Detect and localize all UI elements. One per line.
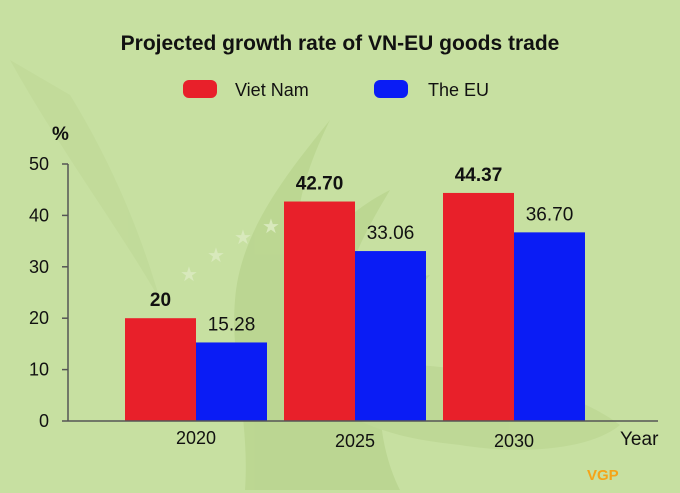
x-tick-label: 2020 — [176, 428, 216, 448]
legend-label-the-eu: The EU — [428, 80, 489, 100]
y-axis-ticks: 0 10 20 30 40 50 — [29, 154, 68, 431]
x-tick-label: 2025 — [335, 431, 375, 451]
y-tick-label: 40 — [29, 205, 49, 225]
data-label-the-eu-2030: 36.70 — [526, 204, 574, 225]
bar-the-eu-2030 — [514, 232, 585, 421]
svg-text:★: ★ — [180, 262, 198, 286]
vgp-logo: VGP — [587, 467, 619, 484]
y-tick-label: 0 — [39, 411, 49, 431]
bar-the-eu-2025 — [355, 251, 426, 421]
legend-swatch-viet-nam — [183, 80, 217, 98]
bar-viet-nam-2025 — [284, 201, 355, 421]
y-tick-label: 20 — [29, 308, 49, 328]
svg-text:★: ★ — [234, 225, 252, 249]
x-axis-ticks: 2020 2025 2030 — [176, 428, 534, 451]
bar-viet-nam-2020 — [125, 318, 196, 421]
legend: Viet Nam The EU — [183, 80, 489, 100]
bars: 20 15.28 42.70 33.06 44.37 36.70 — [125, 165, 585, 421]
bar-viet-nam-2030 — [443, 192, 514, 421]
data-label-the-eu-2020: 15.28 — [208, 314, 256, 335]
y-tick-label: 10 — [29, 360, 49, 380]
x-tick-label: 2030 — [494, 431, 534, 451]
legend-swatch-the-eu — [374, 80, 408, 98]
data-label-viet-nam-2030: 44.37 — [455, 165, 503, 186]
svg-text:★: ★ — [207, 243, 225, 267]
bar-the-eu-2020 — [196, 342, 267, 421]
data-label-the-eu-2025: 33.06 — [367, 223, 415, 244]
y-tick-label: 50 — [29, 154, 49, 174]
y-tick-label: 30 — [29, 257, 49, 277]
svg-text:★: ★ — [262, 214, 280, 238]
data-label-viet-nam-2020: 20 — [150, 290, 171, 311]
chart-title: Projected growth rate of VN-EU goods tra… — [121, 32, 560, 55]
legend-label-viet-nam: Viet Nam — [235, 80, 309, 100]
data-label-viet-nam-2025: 42.70 — [296, 174, 344, 195]
x-axis-title: Year — [620, 429, 659, 450]
y-axis-unit-label: % — [52, 124, 69, 145]
